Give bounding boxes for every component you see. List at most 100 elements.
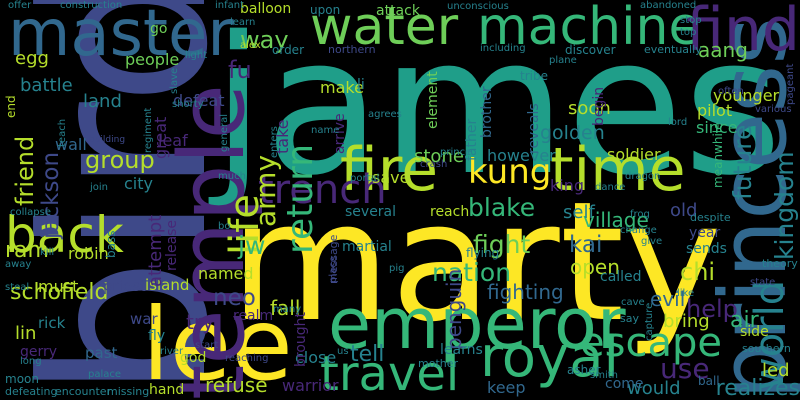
word-dance: dance (595, 182, 626, 193)
word-meanwhile: meanwhile (711, 122, 725, 188)
word-river: river (160, 346, 184, 357)
word-reveals: reveals (526, 103, 542, 154)
word-light: light (185, 50, 208, 61)
word-order: order (272, 43, 304, 57)
word-fall: fall (270, 296, 301, 320)
word-general: general (219, 113, 230, 152)
word-robin: robin (68, 244, 109, 263)
word-lin: lin (15, 323, 37, 344)
word-self: self (563, 202, 595, 223)
word-asher: asher (567, 363, 601, 377)
word-name: name (311, 125, 340, 136)
word-smith: smith (590, 370, 618, 381)
word-lee: lee (142, 286, 293, 400)
word-king: king (550, 176, 585, 195)
word-trench: trench (258, 167, 387, 213)
word-encounter: encounter (55, 385, 112, 398)
word-come: come (605, 376, 644, 392)
word-defeating: defeating (5, 385, 58, 398)
word-begin: begin (591, 86, 607, 126)
word-several: several (345, 204, 397, 220)
word-use: use (660, 352, 710, 385)
word-soldier: soldier (607, 145, 661, 164)
word-construction: construction (60, 0, 123, 11)
word-enters: enters (269, 126, 280, 158)
word-give: give (641, 236, 663, 247)
word-royal: royal (480, 325, 620, 390)
word-kai: kai (569, 232, 603, 258)
word-kung: kung (468, 152, 552, 192)
word-end: end (4, 95, 18, 118)
word-teach: teach (57, 118, 68, 147)
word-portal: portal (350, 173, 380, 184)
word-kill: kill (40, 247, 55, 258)
word-join: join (90, 182, 109, 193)
word-dragon: dragon (625, 171, 661, 182)
word-keep: keep (487, 378, 526, 397)
word-rick: rick (38, 314, 66, 332)
word-element: element (425, 71, 441, 129)
word-fu: fu (228, 56, 252, 84)
word-crash: crash (420, 159, 448, 170)
word-slave: slave (169, 67, 180, 94)
word-however: however (487, 146, 556, 165)
word-nation: nation (432, 258, 512, 287)
word-kingdom: kingdom (770, 151, 799, 260)
word-try: try (186, 310, 214, 334)
word-plane: plane (549, 55, 577, 66)
word-state: state (750, 277, 776, 288)
word-discover: discover (565, 43, 616, 57)
word-shorty: shorty (172, 99, 204, 110)
word-regiment: regiment (143, 107, 154, 153)
word-led: led (762, 360, 790, 381)
word-cave: cave (621, 297, 645, 308)
word-schofield: schofield (10, 280, 109, 305)
word-time: time (550, 135, 686, 205)
word-abandoned: abandoned (640, 0, 697, 11)
word-called: called (600, 269, 642, 285)
word-penguin: penguin (442, 268, 466, 350)
word-flying: flying (466, 246, 500, 260)
word-save: save (372, 168, 410, 187)
word-often: often (718, 86, 744, 97)
word-return: return (280, 143, 321, 254)
word-attack: attack (376, 3, 420, 19)
word-tell: tell (350, 342, 385, 367)
word-upon: upon (310, 3, 341, 17)
word-refuse: refuse (205, 373, 268, 397)
word-war: war (130, 310, 158, 328)
word-aang: aang (698, 38, 748, 62)
word-offer: offer (8, 0, 32, 11)
word-close: close (295, 348, 337, 367)
word-would: would (627, 378, 681, 399)
word-stone: stone (414, 146, 464, 167)
word-gerry: gerry (20, 344, 58, 360)
word-egg: egg (15, 48, 49, 69)
word-northern: northern (328, 43, 376, 56)
word-eventually: eventually (644, 43, 702, 56)
word-group: group (85, 146, 155, 174)
word-year: year (689, 225, 721, 241)
word-balloon: balloon (240, 1, 292, 17)
word-infant: infant (215, 0, 245, 11)
word-escape: escape (580, 320, 722, 366)
word-battle: battle (20, 75, 73, 96)
word-help: help (686, 295, 738, 323)
word-agrees: agrees (368, 109, 402, 120)
word-since: since (696, 118, 738, 137)
word-water: water (310, 0, 459, 57)
word-blake: blake (468, 193, 536, 222)
word-james: james (212, 0, 783, 217)
word-fire: fire (340, 135, 439, 205)
word-bass: bass (104, 230, 118, 258)
word-must: must (38, 277, 79, 296)
word-say: say (620, 312, 639, 325)
word-realm: realm (233, 308, 274, 324)
word-neo: neo (213, 285, 256, 311)
word-fight: fight (473, 230, 531, 259)
word-brought: brought (293, 311, 309, 367)
word-side: side (740, 324, 769, 340)
word-island: island (145, 276, 190, 294)
word-evil: evil (650, 287, 686, 311)
